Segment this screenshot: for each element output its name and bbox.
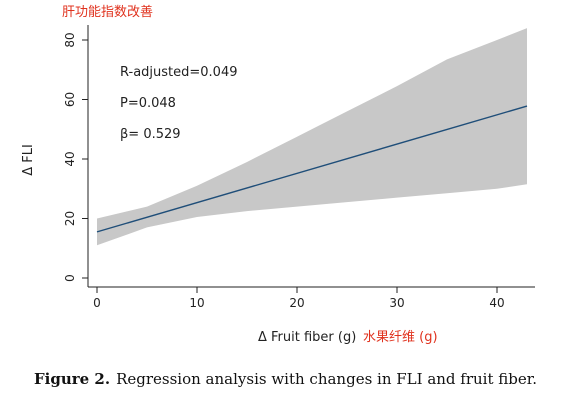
y-tick-label-1: 20 xyxy=(63,211,77,226)
x-tick-label-3: 30 xyxy=(389,296,404,310)
y-tick-label-4: 80 xyxy=(63,32,77,47)
caption-label: Figure 2. xyxy=(34,370,110,388)
x-ticks: 0 10 20 30 40 xyxy=(93,287,505,310)
y-tick-label-0: 0 xyxy=(63,274,77,282)
r-adjusted-annotation: R-adjusted=0.049 xyxy=(120,65,238,80)
x-axis-chinese-label: 水果纤维 (g) xyxy=(363,330,438,345)
x-axis-label: Δ Fruit fiber (g) xyxy=(258,330,356,345)
p-value-annotation: P=0.048 xyxy=(120,96,176,111)
confidence-band xyxy=(97,28,527,246)
x-tick-label-2: 20 xyxy=(289,296,304,310)
caption-text: Regression analysis with changes in FLI … xyxy=(116,370,537,388)
y-tick-label-3: 60 xyxy=(63,92,77,107)
x-tick-label-1: 10 xyxy=(189,296,204,310)
x-tick-label-0: 0 xyxy=(93,296,101,310)
beta-annotation: β= 0.529 xyxy=(120,127,181,142)
y-tick-label-2: 40 xyxy=(63,151,77,166)
chinese-title-annotation: 肝功能指数改善 xyxy=(62,4,153,20)
regression-line xyxy=(96,105,528,233)
x-tick-label-4: 40 xyxy=(489,296,504,310)
y-ticks: 0 20 40 60 80 xyxy=(63,32,88,282)
figure-caption: Figure 2. Regression analysis with change… xyxy=(34,370,537,388)
y-axis-label: Δ FLI xyxy=(21,144,36,176)
